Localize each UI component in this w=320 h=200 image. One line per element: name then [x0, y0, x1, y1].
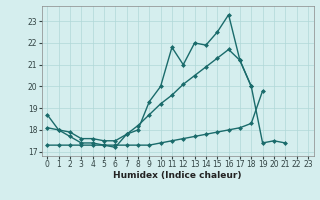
- X-axis label: Humidex (Indice chaleur): Humidex (Indice chaleur): [113, 171, 242, 180]
